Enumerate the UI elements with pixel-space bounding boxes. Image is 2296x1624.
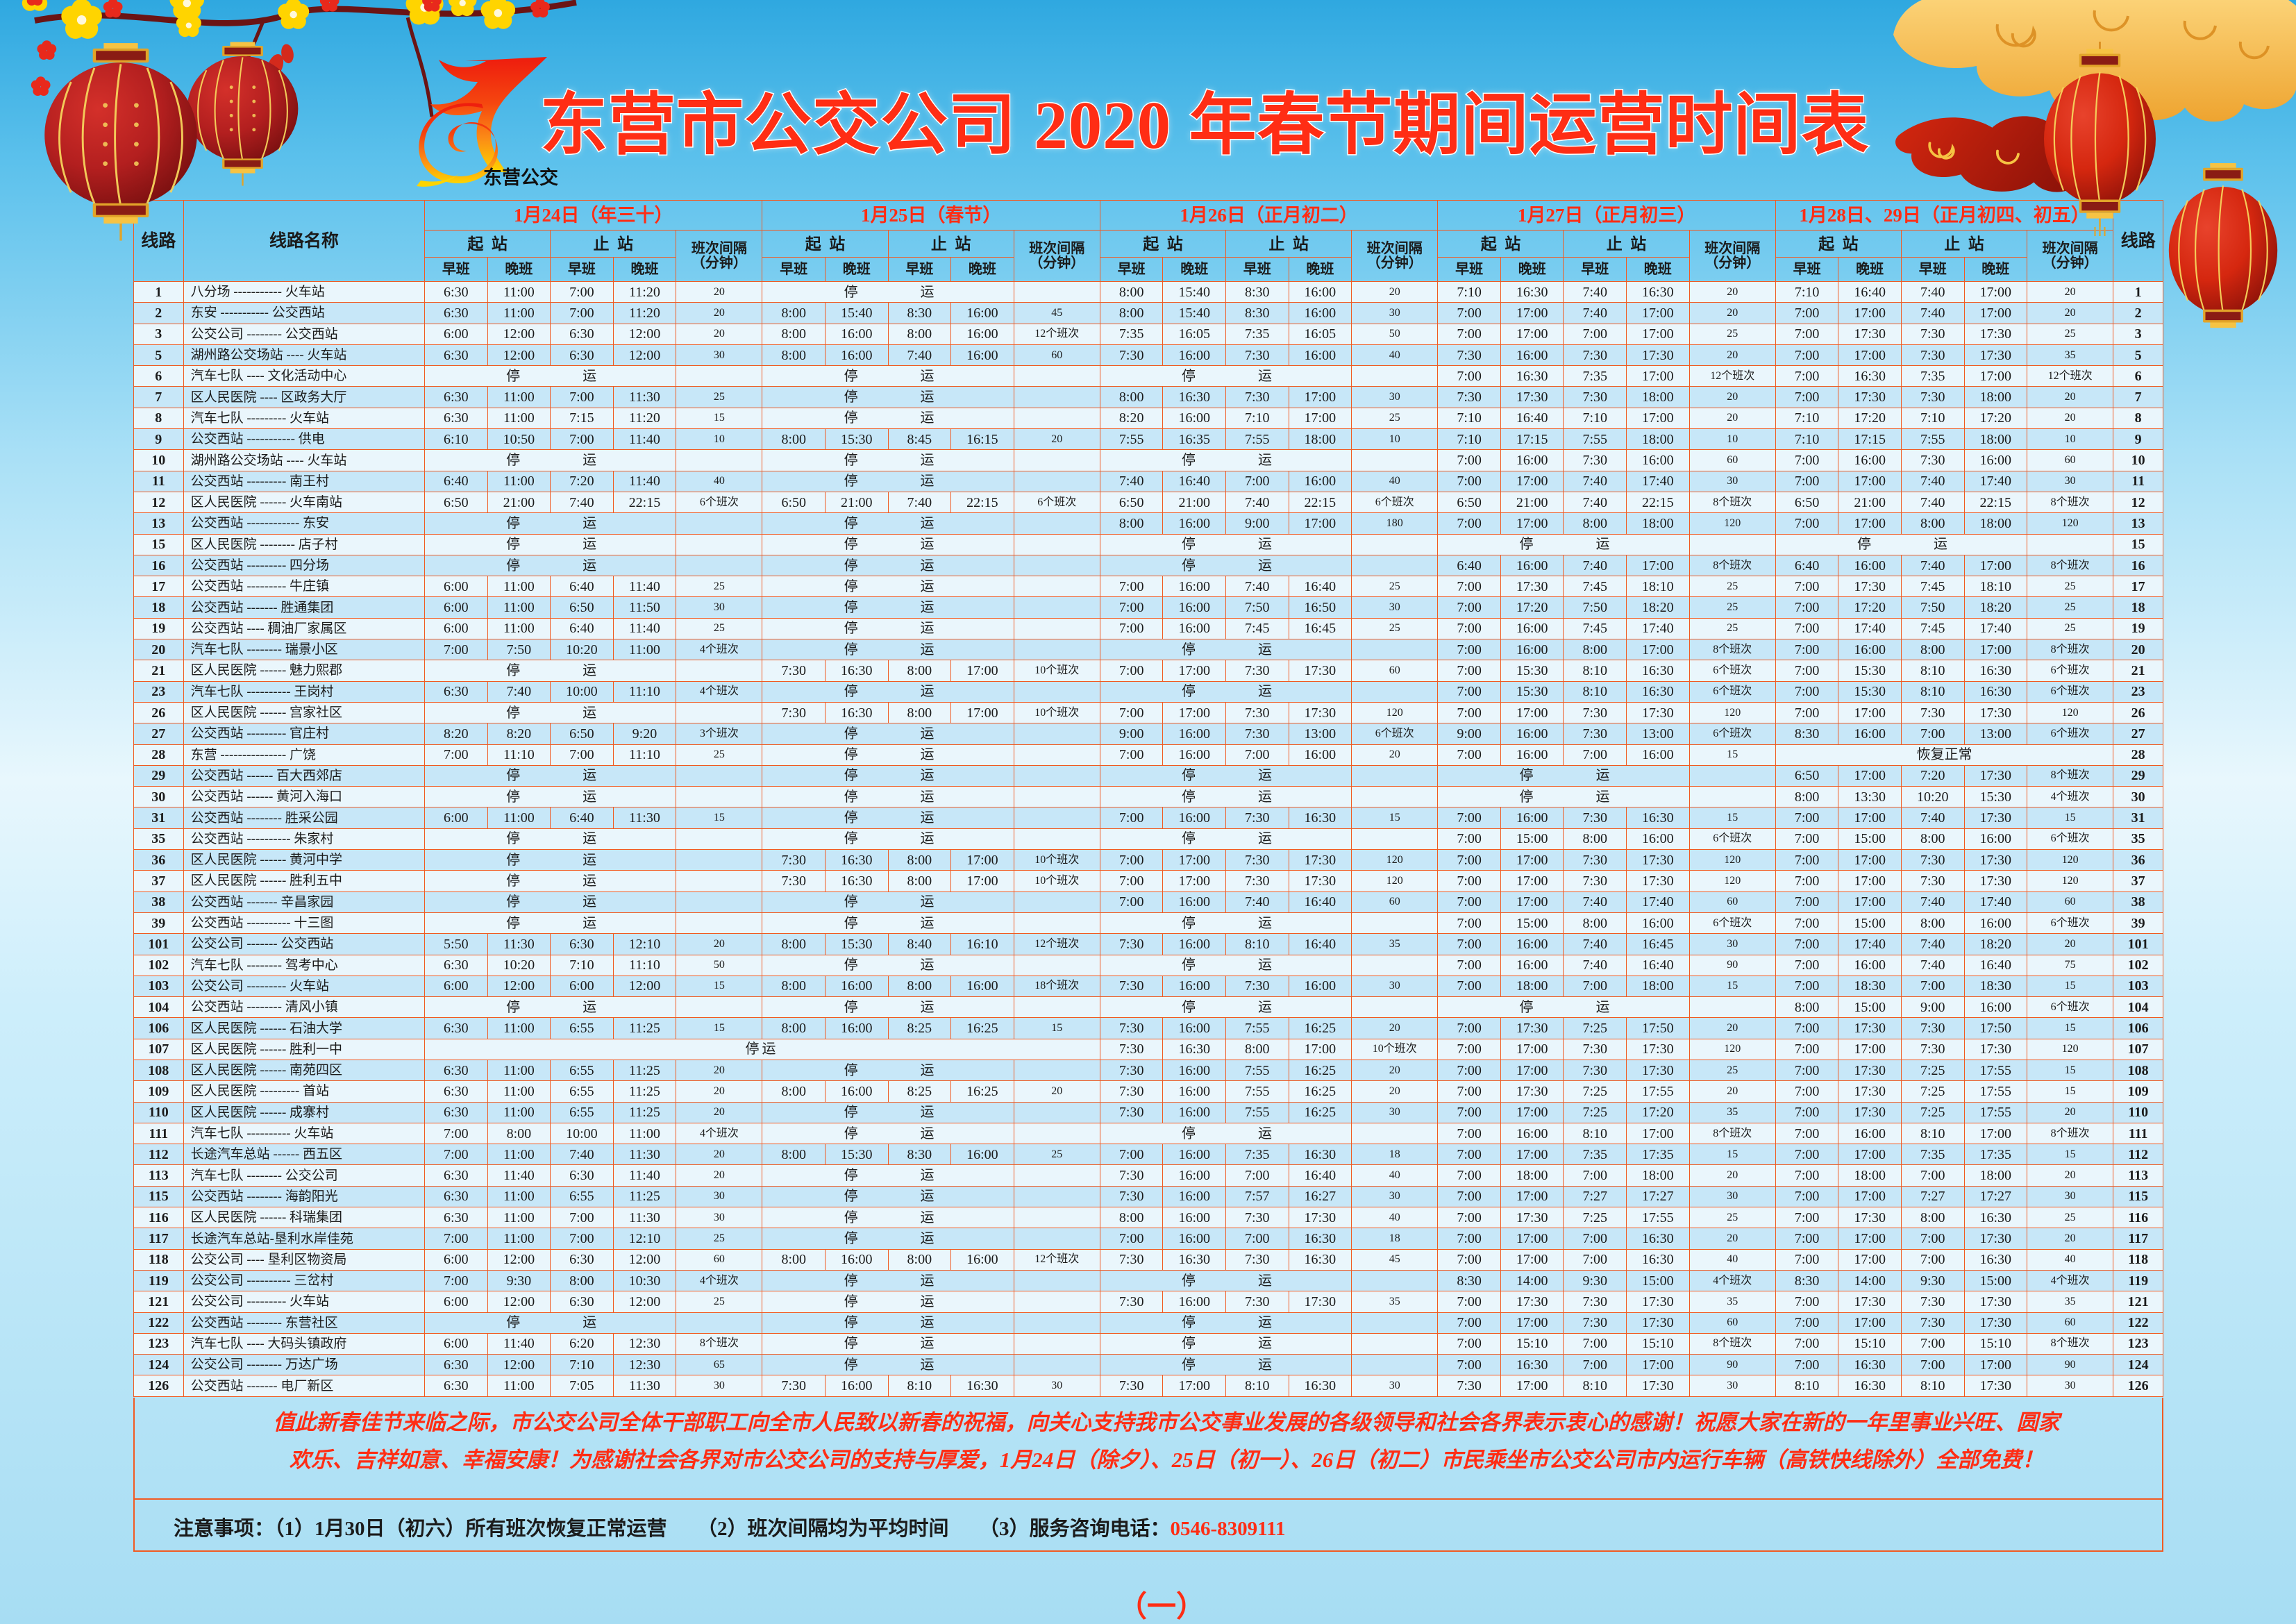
svg-text:东营公交: 东营公交 [483, 167, 558, 187]
